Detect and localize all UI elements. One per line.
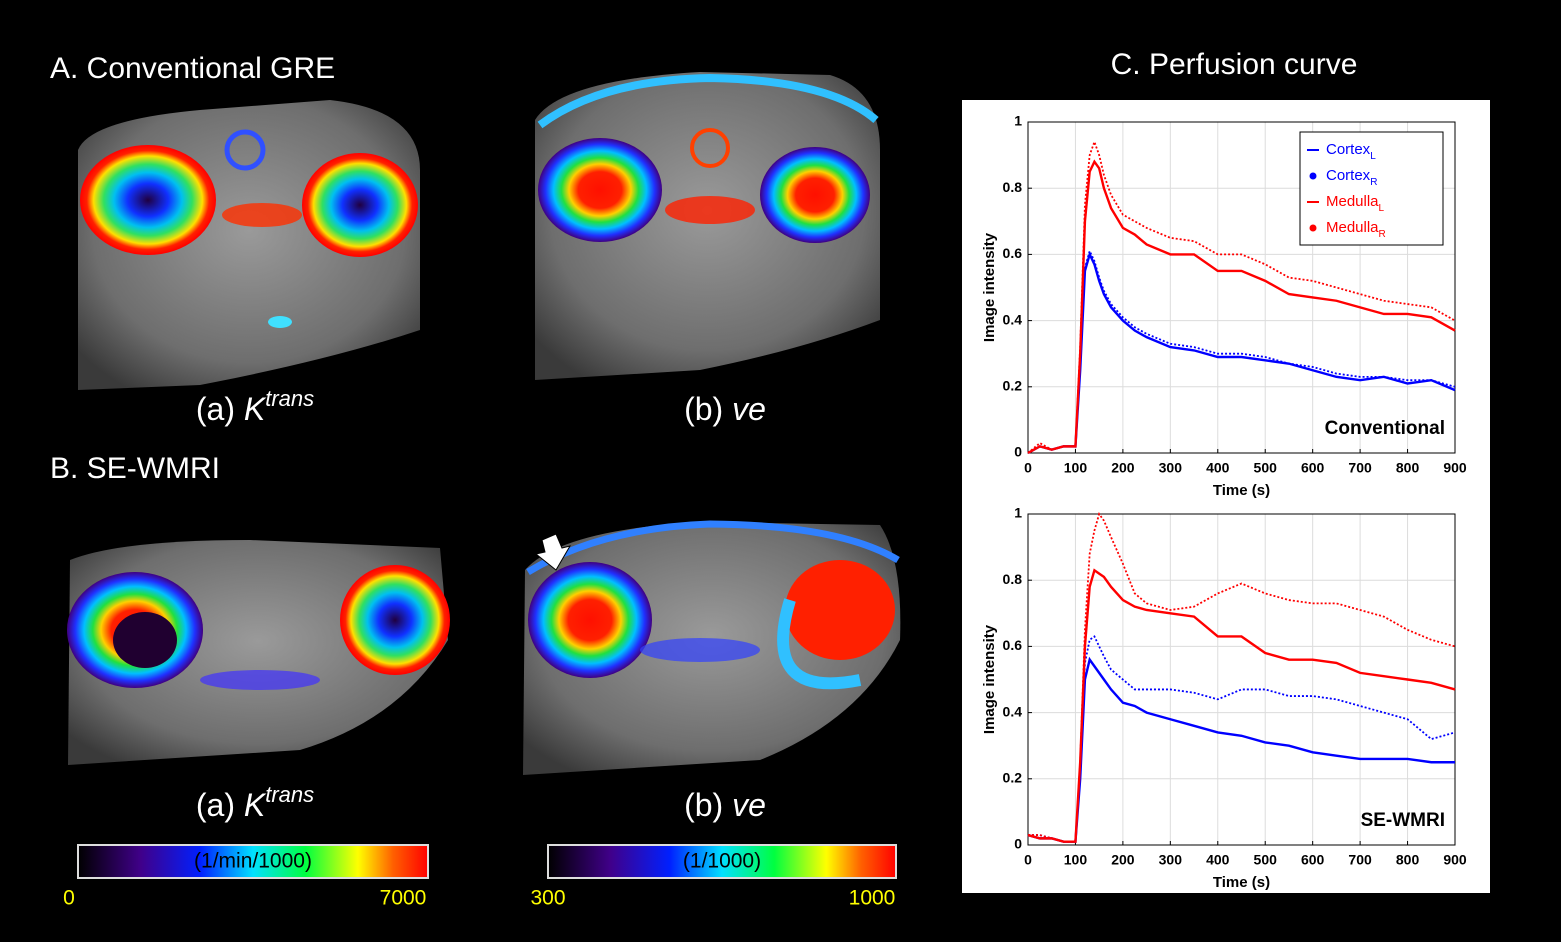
legend-subscript: R bbox=[1370, 177, 1377, 188]
colorbar-label: (1/1000) bbox=[683, 850, 761, 873]
x-tick-label: 300 bbox=[1159, 852, 1183, 868]
colorbar-label: (1/min/1000) bbox=[194, 850, 312, 873]
caption: (a) Ktrans bbox=[196, 386, 314, 428]
legend-marker bbox=[1309, 224, 1317, 232]
line-series bbox=[1028, 511, 1456, 843]
legend-subscript: L bbox=[1370, 151, 1376, 162]
mri-image bbox=[535, 72, 880, 380]
y-tick-label: 0.8 bbox=[1003, 571, 1023, 587]
colorbar-min: 300 bbox=[530, 887, 565, 910]
x-tick-label: 300 bbox=[1159, 460, 1183, 476]
legend-entry: CortexR bbox=[1326, 167, 1377, 188]
caption-symbol: K bbox=[244, 391, 267, 427]
y-tick-label: 0.2 bbox=[1003, 378, 1023, 394]
legend-entry: MedullaR bbox=[1326, 219, 1386, 240]
line-chart: 0 100 200 300 400 500 600 700 800 900 0 0.2 0.4 0.6 0.… bbox=[981, 113, 1467, 499]
caption-symbol: ve bbox=[732, 787, 766, 823]
x-tick-label: 0 bbox=[1024, 852, 1032, 868]
panel-title: B. SE-WMRI bbox=[50, 452, 220, 485]
y-axis-label: Image intensity bbox=[981, 624, 998, 734]
caption-prefix: (b) bbox=[684, 391, 723, 427]
colorbar-max: 7000 bbox=[380, 887, 427, 910]
y-tick-label: 0.6 bbox=[1003, 637, 1023, 653]
x-tick-label: 100 bbox=[1064, 460, 1088, 476]
x-tick-label: 500 bbox=[1254, 460, 1278, 476]
caption-prefix: (a) bbox=[196, 391, 235, 427]
legend-entry: CortexL bbox=[1326, 141, 1376, 162]
x-tick-label: 0 bbox=[1024, 460, 1032, 476]
x-tick-label: 200 bbox=[1111, 460, 1135, 476]
x-axis-label: Time (s) bbox=[1213, 482, 1270, 499]
colorbar-min: 0 bbox=[63, 887, 75, 910]
y-axis-label: Image intensity bbox=[981, 232, 998, 342]
caption-prefix: (b) bbox=[684, 787, 723, 823]
charts: 0 100 200 300 400 500 600 700 800 90000.20.40.60.… bbox=[981, 113, 1467, 891]
mri-image bbox=[523, 520, 901, 775]
panel-title: C. Perfusion curve bbox=[1111, 48, 1358, 81]
arrow bbox=[534, 533, 572, 571]
x-axis-label: Time (s) bbox=[1213, 874, 1270, 891]
x-tick-label: 700 bbox=[1348, 852, 1372, 868]
x-tick-label: 500 bbox=[1254, 852, 1278, 868]
x-tick-label: 600 bbox=[1301, 852, 1325, 868]
legend-name: Medulla bbox=[1326, 193, 1379, 210]
caption: (b) ve bbox=[684, 391, 766, 427]
x-tick-label: 600 bbox=[1301, 460, 1325, 476]
caption: (a) Ktrans bbox=[196, 782, 314, 824]
legend-marker bbox=[1309, 172, 1317, 180]
x-tick-label: 200 bbox=[1111, 852, 1135, 868]
plot-frame bbox=[1027, 513, 1456, 846]
x-tick-label: 700 bbox=[1348, 460, 1372, 476]
line-chart: 0 100 200 300 400 500 600 700 800 900 0 0.2 0.4 0.6 0.… bbox=[981, 505, 1467, 891]
x-tick-label: 400 bbox=[1206, 852, 1230, 868]
caption-prefix: (a) bbox=[196, 787, 235, 823]
caption-superscript: trans bbox=[265, 782, 314, 807]
y-tick-label: 0.6 bbox=[1003, 245, 1023, 261]
panel-title: A. Conventional GRE bbox=[50, 52, 335, 85]
caption-superscript: trans bbox=[265, 386, 314, 411]
line-series bbox=[1027, 159, 1456, 455]
y-tick-label: 0 bbox=[1014, 444, 1022, 460]
annotation: SE-WMRI bbox=[1361, 810, 1445, 831]
y-tick-label: 0.4 bbox=[1003, 703, 1023, 719]
x-tick-label: 800 bbox=[1396, 852, 1420, 868]
legend-name: Cortex bbox=[1326, 167, 1371, 184]
x-tick-label: 900 bbox=[1443, 852, 1467, 868]
colorbar-max: 1000 bbox=[849, 887, 896, 910]
y-tick-label: 0.2 bbox=[1003, 770, 1023, 786]
legend-box bbox=[1299, 131, 1444, 246]
legend-subscript: L bbox=[1379, 203, 1385, 214]
caption-symbol: ve bbox=[732, 391, 766, 427]
mri-image bbox=[78, 100, 420, 390]
x-tick-label: 900 bbox=[1443, 460, 1467, 476]
y-tick-label: 1 bbox=[1014, 113, 1022, 129]
y-tick-label: 1 bbox=[1014, 505, 1022, 521]
x-tick-label: 100 bbox=[1064, 852, 1088, 868]
legend-name: Medulla bbox=[1326, 219, 1379, 236]
y-tick-label: 0.4 bbox=[1003, 311, 1023, 327]
caption-symbol: K bbox=[244, 787, 267, 823]
plot-frame bbox=[1027, 121, 1456, 454]
legend-name: Cortex bbox=[1326, 141, 1371, 158]
legend-subscript: R bbox=[1379, 229, 1386, 240]
x-tick-label: 400 bbox=[1206, 460, 1230, 476]
y-tick-label: 0.8 bbox=[1003, 179, 1023, 195]
annotation: Conventional bbox=[1325, 418, 1445, 439]
colorbar bbox=[547, 844, 897, 879]
y-tick-label: 0 bbox=[1014, 836, 1022, 852]
colorbar bbox=[77, 844, 429, 879]
legend-entry: MedullaL bbox=[1326, 193, 1385, 214]
mri-image bbox=[67, 540, 450, 765]
x-tick-label: 800 bbox=[1396, 460, 1420, 476]
caption: (b) ve bbox=[684, 787, 766, 823]
